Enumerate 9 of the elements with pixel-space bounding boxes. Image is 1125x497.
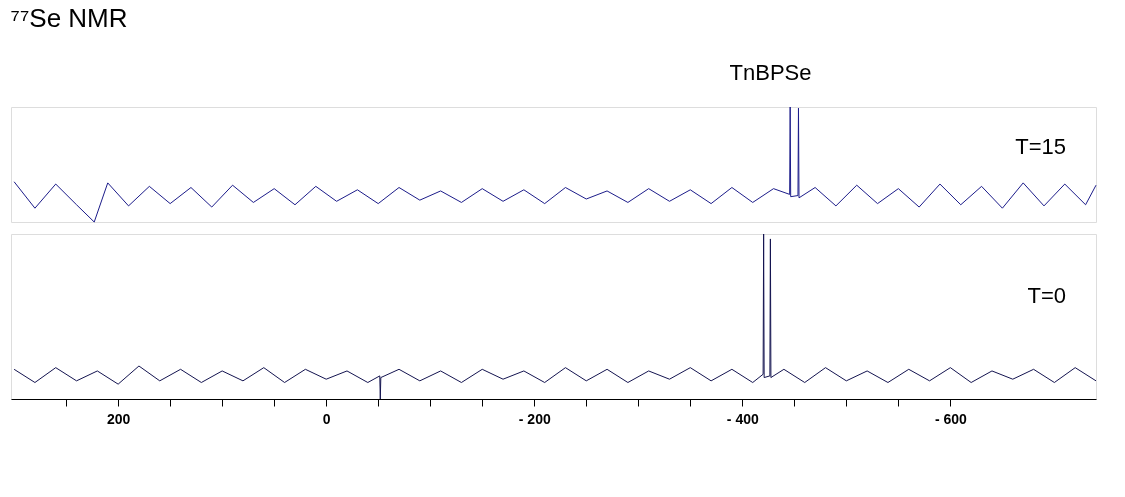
series-label: T=15 <box>1015 133 1066 159</box>
x-tick-label: - 600 <box>934 410 968 427</box>
text: T=0 <box>1027 283 1066 309</box>
x-tick-label: 200 <box>106 410 131 427</box>
chart-title: ⁷⁷Se NMR <box>10 2 128 33</box>
x-tick-label: - 400 <box>726 410 759 427</box>
x-tick-label: - 200 <box>518 410 551 427</box>
text: TnBPSe <box>729 60 812 85</box>
x-tick-label: 0 <box>322 410 331 427</box>
